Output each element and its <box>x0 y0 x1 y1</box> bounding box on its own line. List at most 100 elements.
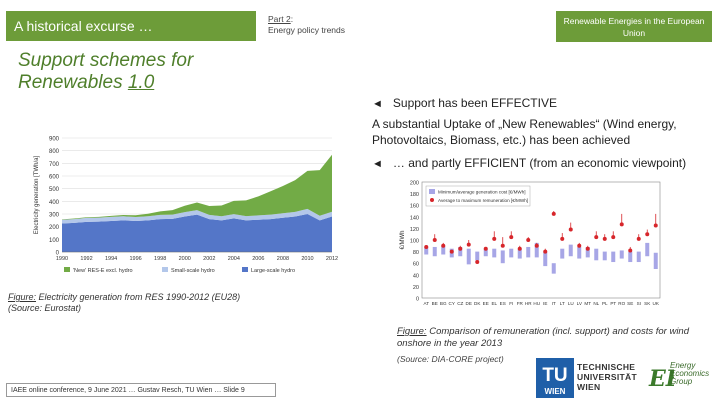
range-bar-BE <box>432 246 437 257</box>
legend-entry: Average to maximum remuneration [€/MWh] <box>438 198 528 203</box>
remuneration-dot-PL <box>602 236 607 241</box>
x-tick-label: CY <box>449 301 455 306</box>
x-tick-label: HU <box>533 301 540 306</box>
x-tick-label: 2000 <box>179 256 191 262</box>
y-tick-label: 100 <box>410 239 419 245</box>
part-number: Part 2 <box>268 14 291 24</box>
y-tick-label: 180 <box>410 192 419 198</box>
x-tick-label: SK <box>644 301 651 306</box>
remuneration-dot-ES <box>500 243 505 248</box>
legend-swatch <box>429 189 435 194</box>
y-tick-label: 160 <box>410 204 419 210</box>
range-bar-CZ <box>458 246 463 257</box>
range-bar-SK <box>645 242 650 257</box>
x-tick-label: BG <box>440 301 447 306</box>
x-tick-label: EE <box>483 301 489 306</box>
remuneration-dot-EL <box>492 236 497 241</box>
x-tick-label: PT <box>610 301 616 306</box>
x-tick-label: RO <box>618 301 625 306</box>
y-tick-label: 700 <box>49 162 60 168</box>
remuneration-dot-LV <box>577 243 582 248</box>
bullet-effective-text: Support has been EFFECTIVE <box>392 96 557 110</box>
slide-footer: IAEE online conference, 9 June 2021 … Gu… <box>6 383 276 397</box>
legend-swatch <box>64 267 70 272</box>
range-bar-HR <box>526 246 531 258</box>
legend-entry: Small-scale hydro <box>171 268 215 274</box>
figure-caption-text: Comparison of remuneration (incl. suppor… <box>397 326 690 349</box>
eeg-line2: Economics <box>670 369 710 378</box>
y-tick-label: 900 <box>49 137 60 143</box>
slide-title-line2: Renewables <box>18 72 128 93</box>
legend-swatch <box>242 267 248 272</box>
x-tick-label: FR <box>517 301 524 306</box>
slide-title-version: 1.0 <box>127 72 155 93</box>
remuneration-dot-IE <box>543 249 548 254</box>
remuneration-dot-BE <box>432 238 437 242</box>
remuneration-dot-SK <box>645 232 650 237</box>
tu-wien-name: TECHNISCHE UNIVERSITÄT WIEN <box>577 362 637 392</box>
tu-wien-logo-icon: TU WIEN <box>536 358 574 398</box>
x-tick-label: 2008 <box>277 256 289 262</box>
range-bar-PT <box>611 251 616 263</box>
range-bar-ES <box>500 250 505 264</box>
remuneration-dot-UK <box>653 223 658 228</box>
remuneration-dot-PT <box>611 235 616 240</box>
tu-line1: TECHNISCHE <box>577 362 636 372</box>
y-tick-label: 0 <box>416 297 419 303</box>
remuneration-dot-HU <box>534 243 539 248</box>
range-bar-DE <box>466 248 471 265</box>
figure-label: Figure: <box>397 326 427 337</box>
x-tick-label: 1998 <box>154 256 166 262</box>
y-tick-label: 400 <box>49 200 60 206</box>
range-bar-UK <box>653 252 658 269</box>
remuneration-dot-SE <box>628 248 633 253</box>
y-tick-label: 0 <box>56 251 60 257</box>
range-bar-FI <box>509 248 514 258</box>
bullet-efficient: ◄ … and partly EFFICIENT (from an economi… <box>372 156 686 170</box>
x-tick-label: 1992 <box>80 256 92 262</box>
remuneration-dot-LU <box>568 227 573 232</box>
y-tick-label: 600 <box>49 175 60 181</box>
legend-entry: Large-scale hydro <box>251 268 295 274</box>
range-bar-HU <box>534 242 539 258</box>
x-tick-label: SE <box>627 301 633 306</box>
legend-entry: 'New' RES-E excl. hydro <box>73 268 133 274</box>
range-bar-MT <box>585 246 590 258</box>
x-tick-label: LU <box>568 301 574 306</box>
bullet-effective: ◄ Support has been EFFECTIVE <box>372 96 557 110</box>
y-axis-label: Electricity generation [TWh/a] <box>34 155 40 234</box>
figure-source: (Source: DIA-CORE project) <box>397 354 504 364</box>
x-tick-label: PL <box>602 301 608 306</box>
remuneration-dot-CY <box>449 249 454 254</box>
y-tick-label: 140 <box>410 215 419 221</box>
eeg-line1: Energy <box>670 361 696 370</box>
arrow-left-icon: ◄ <box>372 158 383 170</box>
area-series-1 <box>62 208 332 224</box>
remuneration-dot-MT <box>585 246 590 251</box>
x-tick-label: IT <box>552 301 556 306</box>
y-tick-label: 60 <box>413 262 419 268</box>
eeg-logo-icon: EEG <box>648 366 674 392</box>
x-tick-label: 1994 <box>105 256 117 262</box>
remuneration-dot-RO <box>619 222 624 227</box>
slide-title: Support schemes for Renewables 1.0 <box>18 50 193 94</box>
remuneration-dot-FI <box>509 235 514 240</box>
x-tick-label: HR <box>525 301 532 306</box>
figure-caption-remuneration: Figure: Comparison of remuneration (incl… <box>397 326 717 350</box>
y-tick-label: 500 <box>49 187 60 193</box>
x-tick-label: EL <box>491 301 497 306</box>
area-series-0 <box>62 214 332 252</box>
range-bar-PL <box>602 251 607 261</box>
legend-swatch <box>162 267 168 272</box>
figure-label: Figure: <box>8 292 37 302</box>
tu-logo-wien: WIEN <box>545 387 566 396</box>
range-bar-RO <box>619 250 624 259</box>
eeg-line3: Group <box>670 377 693 386</box>
topic-banner: Renewable Energies in the European Union <box>556 11 712 42</box>
area-series-2 <box>62 154 332 220</box>
remuneration-dot-LT <box>560 236 565 241</box>
remuneration-dot-IT <box>551 211 556 216</box>
range-bar-IT <box>551 263 556 274</box>
x-tick-label: 2010 <box>301 256 313 262</box>
x-tick-label: CZ <box>457 301 463 306</box>
